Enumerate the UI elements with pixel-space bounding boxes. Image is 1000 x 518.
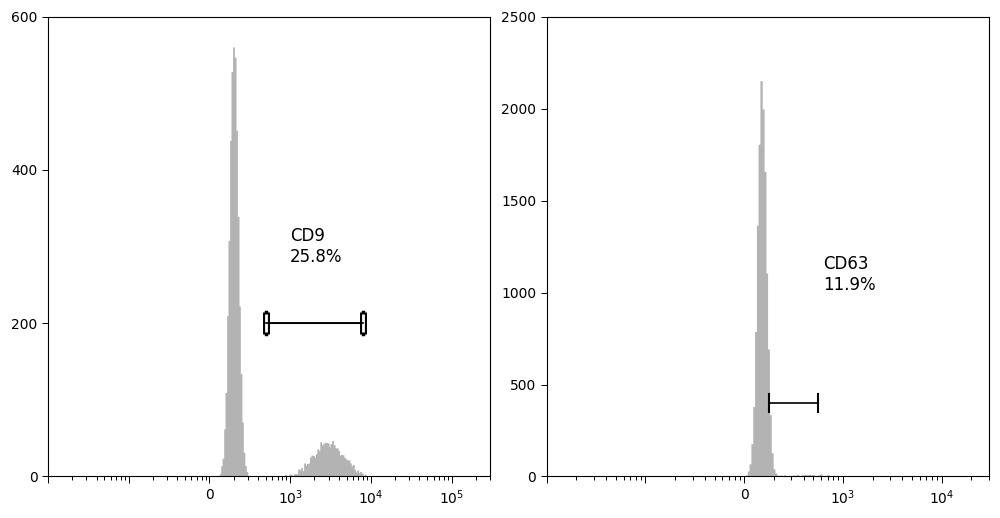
Text: CD63
11.9%: CD63 11.9% <box>823 255 876 294</box>
Text: CD9
25.8%: CD9 25.8% <box>290 227 343 266</box>
